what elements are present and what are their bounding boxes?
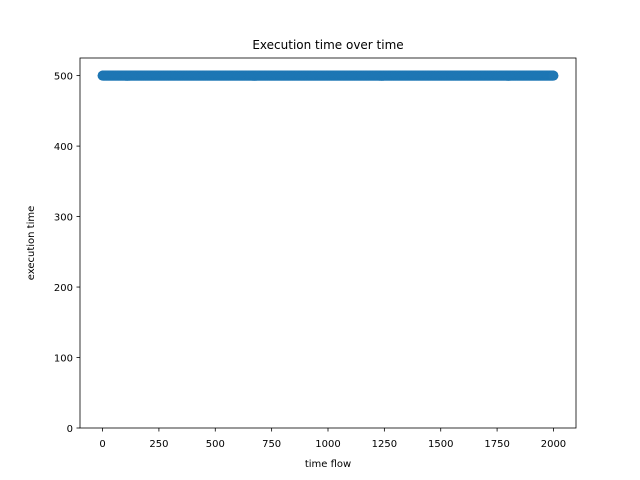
y-tick-label: 100: [54, 354, 73, 365]
data-point: [548, 70, 559, 81]
x-tick-label: 1250: [372, 439, 397, 450]
y-tick-label: 0: [67, 424, 73, 435]
y-tick-label: 500: [54, 72, 73, 83]
x-axis-label: time flow: [305, 459, 351, 470]
y-tick-label: 300: [54, 213, 73, 224]
y-tick-label: 400: [54, 142, 73, 153]
chart-title: Execution time over time: [252, 38, 403, 52]
x-axis: 0 250 500 750 1000 1250 1500 1750 2000: [99, 428, 566, 450]
y-tick-label: 200: [54, 283, 73, 294]
data-points: [97, 70, 559, 81]
x-tick-label: 1000: [315, 439, 340, 450]
x-tick-label: 750: [262, 439, 281, 450]
x-tick-label: 0: [99, 439, 105, 450]
x-tick-label: 1500: [428, 439, 453, 450]
x-tick-label: 2000: [541, 439, 566, 450]
y-axis-label: execution time: [26, 206, 37, 281]
x-tick-label: 250: [149, 439, 168, 450]
x-tick-label: 500: [206, 439, 225, 450]
x-tick-label: 1750: [484, 439, 509, 450]
y-axis: 0 100 200 300 400 500: [54, 72, 80, 435]
